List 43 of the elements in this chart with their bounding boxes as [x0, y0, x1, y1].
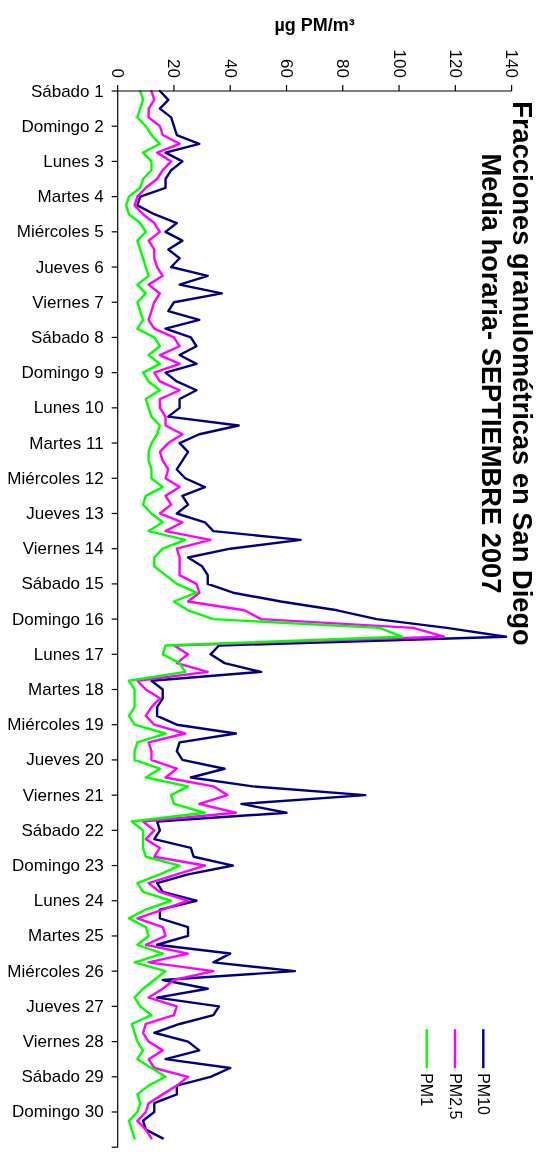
y-tick-label: Domingo 23	[12, 856, 104, 876]
y-tick-label: Jueves 6	[35, 257, 104, 277]
text: Fracciones granulométricas en San Diego Media horaria- SEPTIEMBRE 2007	[476, 101, 538, 646]
y-tick-label: Miércoles 19	[7, 715, 104, 735]
y-tick-label: Viernes 14	[22, 539, 104, 559]
y-tick-label: Lunes 3	[43, 151, 104, 171]
y-tick-label: Sábado 22	[21, 820, 104, 840]
y-tick-label: Viernes 7	[32, 292, 104, 312]
y-tick-label: Martes 11	[29, 433, 104, 453]
y-tick-label: Jueves 27	[26, 996, 104, 1016]
y-tick-label: Viernes 28	[22, 1032, 104, 1052]
y-tick-label: Lunes 17	[33, 644, 104, 664]
y-tick-label: Lunes 10	[33, 398, 104, 418]
text: PM10	[474, 1073, 492, 1116]
y-tick-label: Miércoles 5	[16, 222, 104, 242]
y-tick-label: Domingo 30	[12, 1102, 104, 1122]
x-tick-label: 120	[445, 49, 465, 78]
y-tick-label: Viernes 21	[22, 785, 104, 805]
y-tick-label: Domingo 2	[21, 116, 104, 136]
x-tick-label: 140	[502, 49, 522, 78]
y-tick-label: Jueves 20	[26, 750, 104, 770]
text: PM2,5	[446, 1073, 464, 1120]
x-axis-title: µg PM/m³	[274, 15, 355, 35]
x-tick-label: 100	[389, 49, 409, 78]
x-tick-label: 60	[277, 59, 297, 78]
y-tick-label: Sábado 8	[30, 327, 104, 347]
text: PM1	[418, 1073, 436, 1107]
y-tick-label: Domingo 9	[21, 363, 104, 383]
y-tick-label: Miércoles 12	[7, 468, 104, 488]
x-tick-label: 80	[333, 59, 353, 78]
y-tick-label: Sábado 1	[30, 81, 104, 101]
x-tick-label: 40	[220, 59, 240, 78]
y-tick-label: Jueves 13	[26, 503, 104, 523]
y-tick-label: Sábado 15	[21, 574, 104, 594]
y-tick-label: Martes 4	[37, 187, 104, 207]
y-tick-label: Martes 18	[28, 680, 104, 700]
y-tick-label: Lunes 24	[33, 891, 104, 911]
y-tick-label: Miércoles 26	[7, 961, 104, 981]
y-tick-label: Martes 25	[28, 926, 104, 946]
x-tick-label: 0	[108, 68, 128, 78]
y-tick-label: Domingo 16	[12, 609, 104, 629]
y-tick-label: Sábado 29	[21, 1067, 104, 1087]
x-tick-label: 20	[164, 59, 184, 78]
